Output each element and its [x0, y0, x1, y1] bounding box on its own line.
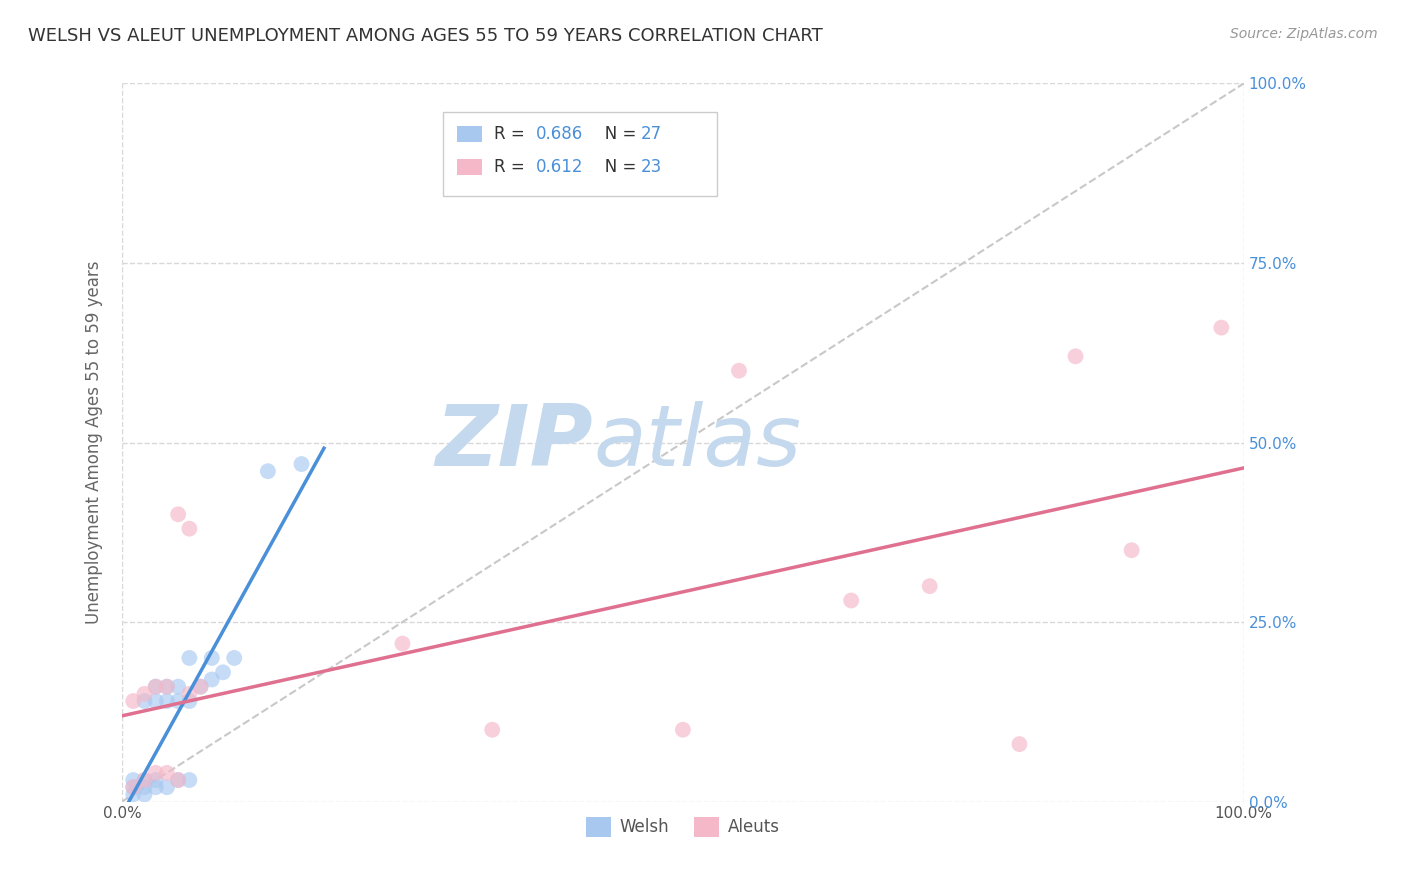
Text: Source: ZipAtlas.com: Source: ZipAtlas.com — [1230, 27, 1378, 41]
Point — [156, 680, 179, 694]
Point — [167, 508, 190, 522]
Point — [145, 680, 167, 694]
Text: R =: R = — [494, 158, 530, 176]
Point — [145, 765, 167, 780]
Point — [179, 687, 201, 701]
Point — [1064, 349, 1087, 363]
Text: N =: N = — [589, 125, 641, 143]
Legend: Welsh, Aleuts: Welsh, Aleuts — [579, 810, 786, 844]
Point — [134, 772, 156, 787]
Point — [391, 637, 413, 651]
Point — [201, 673, 224, 687]
Text: atlas: atlas — [593, 401, 801, 484]
Point — [122, 788, 145, 802]
Point — [156, 694, 179, 708]
Point — [1121, 543, 1143, 558]
Y-axis label: Unemployment Among Ages 55 to 59 years: Unemployment Among Ages 55 to 59 years — [86, 260, 103, 624]
Point — [481, 723, 503, 737]
Point — [212, 665, 235, 680]
Text: ZIP: ZIP — [436, 401, 593, 484]
Point — [167, 694, 190, 708]
Point — [179, 522, 201, 536]
Point — [122, 694, 145, 708]
Point — [257, 464, 280, 478]
Point — [156, 780, 179, 795]
Point — [1008, 737, 1031, 751]
Point — [167, 772, 190, 787]
Point — [167, 772, 190, 787]
Point — [122, 780, 145, 795]
Point — [122, 772, 145, 787]
Point — [728, 364, 751, 378]
Point — [190, 680, 212, 694]
Point — [918, 579, 941, 593]
Point — [179, 651, 201, 665]
Point — [167, 680, 190, 694]
Point — [145, 680, 167, 694]
Point — [134, 772, 156, 787]
Point — [134, 780, 156, 795]
Text: R =: R = — [494, 125, 530, 143]
Point — [145, 780, 167, 795]
Point — [179, 694, 201, 708]
Point — [672, 723, 695, 737]
Point — [134, 694, 156, 708]
Point — [224, 651, 246, 665]
Text: 0.612: 0.612 — [536, 158, 583, 176]
Point — [156, 765, 179, 780]
Point — [839, 593, 862, 607]
Point — [1211, 320, 1233, 334]
Text: 0.686: 0.686 — [536, 125, 583, 143]
Point — [134, 687, 156, 701]
Point — [190, 680, 212, 694]
Point — [201, 651, 224, 665]
Point — [290, 457, 312, 471]
Text: 23: 23 — [641, 158, 662, 176]
Point — [134, 788, 156, 802]
Text: WELSH VS ALEUT UNEMPLOYMENT AMONG AGES 55 TO 59 YEARS CORRELATION CHART: WELSH VS ALEUT UNEMPLOYMENT AMONG AGES 5… — [28, 27, 823, 45]
Point — [179, 772, 201, 787]
Point — [122, 780, 145, 795]
Point — [156, 680, 179, 694]
Point — [145, 694, 167, 708]
Text: N =: N = — [589, 158, 641, 176]
Text: 27: 27 — [641, 125, 662, 143]
Point — [145, 772, 167, 787]
